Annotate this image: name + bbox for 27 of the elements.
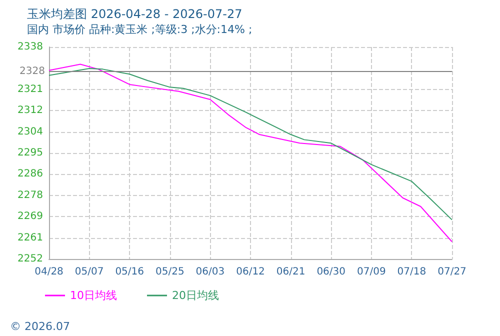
x-tick-label: 05/07 <box>74 266 104 278</box>
y-tick-label: 2338 <box>18 42 43 52</box>
y-tick-label: 2261 <box>18 232 43 244</box>
x-tick-label: 05/16 <box>115 266 144 278</box>
y-tick-label: 2278 <box>18 190 43 201</box>
x-tick-label: 07/09 <box>356 266 386 278</box>
y-tick-label: 2295 <box>18 148 43 158</box>
x-tick-label: 07/27 <box>438 266 466 278</box>
y-tick-label: 2269 <box>18 211 43 222</box>
y-tick-label: 2321 <box>18 84 43 95</box>
legend-label: 10日均线 <box>70 289 117 302</box>
y-tick-label: 2286 <box>18 168 43 180</box>
y-tick-label: 2312 <box>18 105 43 116</box>
y-tick-label: 2304 <box>18 126 43 138</box>
chart-subtitle: 国内 市场价 品种:黄玉米 ;等级:3 ;水分:14% ; <box>27 23 252 36</box>
chart-title: 玉米均差图 2026-04-28 - 2026-07-27 <box>27 7 242 21</box>
x-tick-label: 06/12 <box>236 266 265 278</box>
x-tick-label: 06/03 <box>196 266 225 278</box>
x-tick-label: 07/18 <box>397 266 426 278</box>
x-tick-label: 05/25 <box>155 266 184 278</box>
x-tick-label: 04/28 <box>34 266 64 278</box>
x-tick-label: 06/30 <box>316 266 346 278</box>
y-tick-label: 2252 <box>18 254 43 264</box>
text: © 2026.07 <box>10 320 70 333</box>
ref-line-label: 2328 <box>20 66 45 78</box>
x-tick-label: 06/21 <box>276 266 306 278</box>
legend-label: 20日均线 <box>172 289 219 302</box>
